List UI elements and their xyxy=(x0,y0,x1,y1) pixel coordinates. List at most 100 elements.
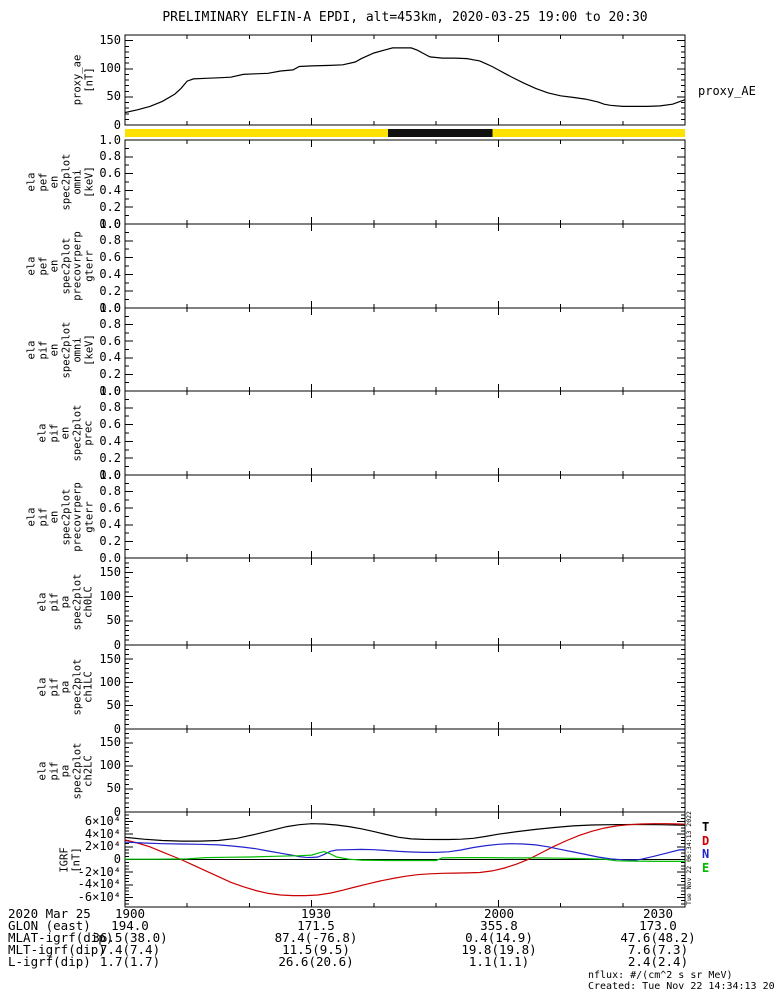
y-tick-label: 150 xyxy=(99,735,121,750)
y-tick-label: 0.4 xyxy=(99,517,121,532)
y-tick-label: 100 xyxy=(99,674,121,689)
y-tick-label: -2×10⁴ xyxy=(77,864,121,879)
y-tick-label: 150 xyxy=(99,651,121,666)
y-tick-label: -4×10⁴ xyxy=(77,877,121,892)
y-tick-label: 0.0 xyxy=(99,467,121,482)
y-tick-label: 0.8 xyxy=(99,484,121,499)
panel-ylabel-proxy_ae: proxy_ae [nT] xyxy=(71,54,95,106)
y-tick-label: 0.4 xyxy=(99,266,121,281)
panel-ylabel-pef_en_gterr: ela pef en spec2plot precovrperp gterr xyxy=(25,231,95,301)
y-tick-label: 0.0 xyxy=(99,550,121,565)
value-mlat-col0: 36.5(38.0) xyxy=(92,930,168,945)
row-label-time: 2020 Mar 25 xyxy=(8,906,91,921)
y-tick-label: 1.0 xyxy=(99,383,121,398)
y-tick-label: 150 xyxy=(99,565,121,579)
panel-frame-pif_en_gterr xyxy=(124,474,686,559)
y-tick-label: 0.0 xyxy=(99,216,121,231)
row-label-lshell: L-igrf(dip) xyxy=(8,954,91,969)
value-lshell-col2: 1.1(1.1) xyxy=(468,954,530,969)
y-tick-label: 4×10⁴ xyxy=(84,826,121,841)
value-mlt-col2: 19.8(19.8) xyxy=(461,942,537,957)
y-tick-label: 0 xyxy=(113,804,121,819)
y-tick-label: 0.8 xyxy=(99,400,121,415)
value-mlt-col1: 11.5(9.5) xyxy=(282,942,350,957)
panel-ylabel-pif_en_gterr: ela pif en spec2plot precovrperp gterr xyxy=(25,481,95,552)
y-tick-label: 0.6 xyxy=(99,417,121,432)
y-tick-label: 0 xyxy=(113,852,121,866)
status-strip-segment xyxy=(492,129,685,137)
y-tick-label: 100 xyxy=(99,61,121,76)
value-time-col0: 1900 xyxy=(114,906,146,921)
series-D xyxy=(124,823,686,897)
igrf-legend-T: T xyxy=(702,820,710,834)
igrf-legend-N: N xyxy=(702,847,710,861)
panel-ylabel-pif_pa_ch1: ela pif pa spec2plot ch1LC xyxy=(36,658,95,716)
y-tick-label: 0.8 xyxy=(99,317,121,332)
row-label-glon: GLON (east) xyxy=(8,918,91,933)
panel-frame-pif_en_prec xyxy=(124,390,686,476)
value-time-col3: 2030 xyxy=(642,906,674,921)
panel-ylabel-igrf: IGRF [nT] xyxy=(58,846,82,873)
y-tick-label: 1.0 xyxy=(99,132,121,147)
y-tick-label: 0.4 xyxy=(99,433,121,448)
y-tick-label: 1.0 xyxy=(99,467,121,482)
status-strip-segment xyxy=(388,129,493,137)
y-tick-label: 0.2 xyxy=(99,366,121,381)
value-time-col1: 1930 xyxy=(300,906,332,921)
value-lshell-col0: 1.7(1.7) xyxy=(99,954,161,969)
panel-ylabel-pif_pa_ch2: ela pif pa spec2plot ch2LC xyxy=(36,742,95,799)
y-tick-label: -6×10⁴ xyxy=(77,890,121,904)
value-mlt-col0: 7.4(7.4) xyxy=(99,942,161,957)
proxy-ae-right-label: proxy_AE xyxy=(698,84,756,98)
status-strip-segment xyxy=(125,129,389,137)
page-title: PRELIMINARY ELFIN-A EPDI, alt=453km, 202… xyxy=(162,10,648,25)
y-tick-label: 1.0 xyxy=(99,216,121,231)
value-mlat-col1: 87.4(-76.8) xyxy=(274,930,358,945)
y-tick-label: 0.8 xyxy=(99,233,121,248)
panel-frame-pif_pa_ch2 xyxy=(124,728,686,813)
created-timestamp: Created: Tue Nov 22 14:34:13 2022 xyxy=(588,981,775,992)
y-tick-label: 100 xyxy=(99,589,121,604)
panel-ylabel-pef_en_omni: ela pef en spec2plot omni [keV] xyxy=(25,153,95,211)
y-tick-label: 50 xyxy=(106,781,121,796)
panel-ylabel-pif_pa_ch0: ela pif pa spec2plot ch0LC xyxy=(36,573,95,630)
y-tick-label: 0.2 xyxy=(99,533,121,548)
y-tick-label: 0 xyxy=(113,637,121,652)
panel-frame-pef_en_gterr xyxy=(124,223,686,309)
series-T xyxy=(124,823,686,842)
value-time-col2: 2000 xyxy=(483,906,515,921)
y-tick-label: 6×10⁴ xyxy=(84,814,121,828)
y-tick-label: 50 xyxy=(106,698,121,713)
panel-ylabel-pif_en_prec: ela pif en spec2plot prec xyxy=(36,404,95,462)
y-tick-label: 0.6 xyxy=(99,166,121,181)
value-glon-col1: 171.5 xyxy=(297,918,335,933)
panel-frame-pif_pa_ch1 xyxy=(124,644,686,730)
y-tick-label: 0.6 xyxy=(99,500,121,515)
igrf-legend-E: E xyxy=(702,860,710,875)
side-created-timestamp: Tue Nov 22 06:34:13 2022 xyxy=(685,811,693,905)
y-tick-label: 50 xyxy=(106,613,121,628)
series-proxy_AE xyxy=(124,47,686,114)
value-glon-col0: 194.0 xyxy=(111,918,149,933)
y-tick-label: 0.0 xyxy=(99,300,121,315)
y-tick-label: 0.2 xyxy=(99,199,121,214)
value-mlat-col2: 0.4(14.9) xyxy=(465,930,533,945)
panel-frame-pef_en_omni xyxy=(124,139,686,225)
series-E xyxy=(125,850,685,863)
row-label-mlt: MLT-igrf(dip) xyxy=(8,942,106,957)
y-tick-label: 100 xyxy=(99,758,121,773)
panel-frame-pif_pa_ch0 xyxy=(124,557,686,646)
y-tick-label: 0.2 xyxy=(99,283,121,298)
value-lshell-col1: 26.6(20.6) xyxy=(278,954,354,969)
igrf-legend-D: D xyxy=(702,833,710,848)
y-tick-label: 0.0 xyxy=(99,383,121,398)
value-mlat-col3: 47.6(48.2) xyxy=(620,930,696,945)
value-mlt-col3: 7.6(7.3) xyxy=(627,942,689,957)
row-label-mlat: MLAT-igrf(dip) xyxy=(8,930,114,945)
y-tick-label: 150 xyxy=(99,33,121,48)
y-tick-label: 0.6 xyxy=(99,250,121,265)
y-tick-label: 2×10⁴ xyxy=(84,839,121,854)
value-lshell-col3: 2.4(2.4) xyxy=(627,954,689,969)
